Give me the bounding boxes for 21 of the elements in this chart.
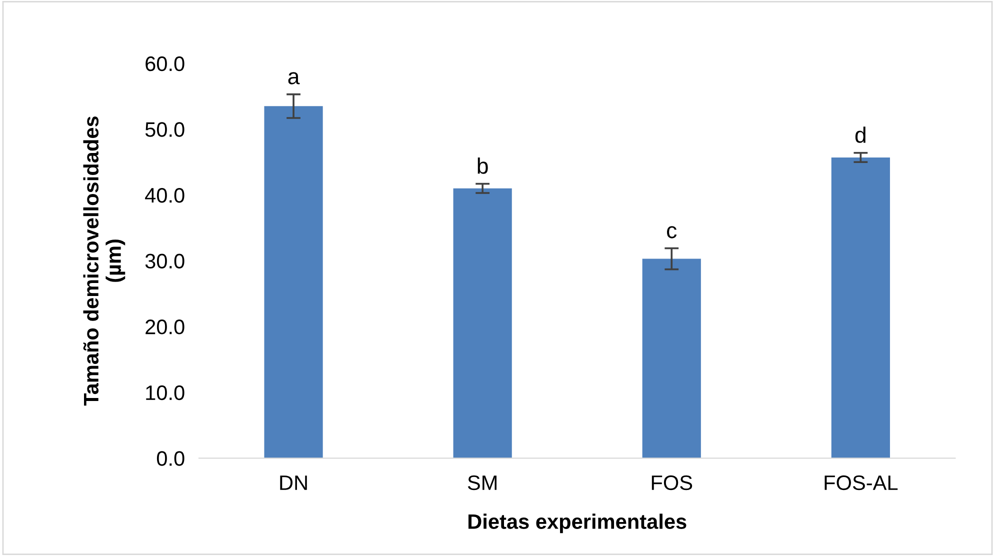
y-tick-label: 60.0 [146, 56, 184, 72]
y-tick-label: 20.0 [146, 320, 184, 334]
annotation: c [667, 226, 677, 238]
x-tick-label: SM [468, 475, 496, 490]
bar [453, 188, 512, 458]
bar [264, 106, 323, 458]
y-tick-label: 10.0 [146, 385, 184, 400]
x-axis-title: Dietas experimentales [468, 514, 686, 534]
y-tick-label: 40.0 [145, 188, 184, 203]
y-tick-label: 0.0 [156, 451, 184, 466]
x-tick-label: FOS-AL [824, 475, 898, 490]
y-axis-title: Tamaño demicrovellosidades (µm) [83, 116, 126, 406]
annotation: a [288, 72, 300, 84]
y-tick-label: 30.0 [145, 254, 184, 269]
annotation: b [478, 158, 488, 174]
annotation: d [855, 126, 866, 143]
x-tick-label: FOS [652, 475, 692, 490]
bar [642, 258, 701, 458]
bar [831, 157, 890, 458]
y-tick-label: 50.0 [145, 122, 184, 137]
x-tick-label: DN [280, 476, 307, 490]
